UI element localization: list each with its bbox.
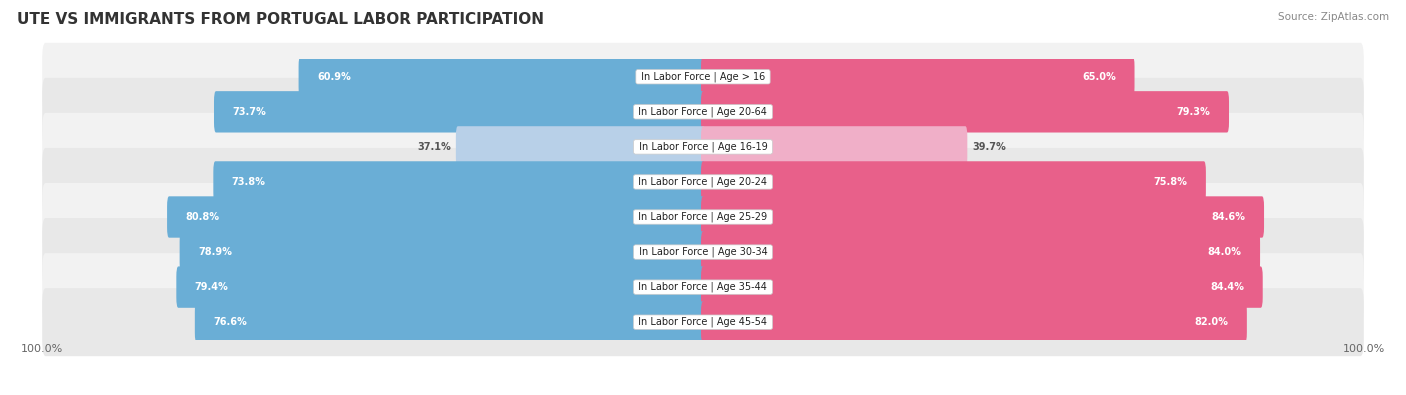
Text: UTE VS IMMIGRANTS FROM PORTUGAL LABOR PARTICIPATION: UTE VS IMMIGRANTS FROM PORTUGAL LABOR PA… (17, 12, 544, 27)
Text: 39.7%: 39.7% (972, 142, 1005, 152)
FancyBboxPatch shape (42, 148, 1364, 216)
FancyBboxPatch shape (702, 231, 1260, 273)
Text: 84.0%: 84.0% (1208, 247, 1241, 257)
Text: In Labor Force | Age 25-29: In Labor Force | Age 25-29 (636, 212, 770, 222)
Text: 84.6%: 84.6% (1212, 212, 1246, 222)
Text: 79.4%: 79.4% (195, 282, 229, 292)
Text: In Labor Force | Age 45-54: In Labor Force | Age 45-54 (636, 317, 770, 327)
Text: 79.3%: 79.3% (1177, 107, 1211, 117)
FancyBboxPatch shape (180, 231, 704, 273)
FancyBboxPatch shape (42, 218, 1364, 286)
FancyBboxPatch shape (42, 113, 1364, 181)
Text: Source: ZipAtlas.com: Source: ZipAtlas.com (1278, 12, 1389, 22)
Text: 60.9%: 60.9% (318, 72, 352, 82)
Text: In Labor Force | Age 20-64: In Labor Force | Age 20-64 (636, 107, 770, 117)
Text: In Labor Force | Age 16-19: In Labor Force | Age 16-19 (636, 142, 770, 152)
FancyBboxPatch shape (456, 126, 704, 167)
Text: 82.0%: 82.0% (1195, 317, 1229, 327)
Text: In Labor Force | Age > 16: In Labor Force | Age > 16 (638, 71, 768, 82)
Text: 73.8%: 73.8% (232, 177, 266, 187)
FancyBboxPatch shape (298, 56, 704, 98)
FancyBboxPatch shape (702, 126, 967, 167)
Text: 80.8%: 80.8% (186, 212, 219, 222)
FancyBboxPatch shape (214, 91, 704, 132)
FancyBboxPatch shape (702, 56, 1135, 98)
FancyBboxPatch shape (42, 288, 1364, 356)
Text: 76.6%: 76.6% (214, 317, 247, 327)
Text: 78.9%: 78.9% (198, 247, 232, 257)
FancyBboxPatch shape (702, 267, 1263, 308)
FancyBboxPatch shape (702, 196, 1264, 238)
FancyBboxPatch shape (702, 301, 1247, 343)
Text: In Labor Force | Age 35-44: In Labor Force | Age 35-44 (636, 282, 770, 292)
Text: 37.1%: 37.1% (418, 142, 451, 152)
FancyBboxPatch shape (42, 253, 1364, 321)
FancyBboxPatch shape (702, 161, 1206, 203)
Text: 75.8%: 75.8% (1153, 177, 1188, 187)
FancyBboxPatch shape (167, 196, 704, 238)
FancyBboxPatch shape (42, 183, 1364, 251)
FancyBboxPatch shape (214, 161, 704, 203)
Text: In Labor Force | Age 20-24: In Labor Force | Age 20-24 (636, 177, 770, 187)
Text: 73.7%: 73.7% (232, 107, 266, 117)
Text: 65.0%: 65.0% (1083, 72, 1116, 82)
FancyBboxPatch shape (195, 301, 704, 343)
FancyBboxPatch shape (42, 43, 1364, 111)
FancyBboxPatch shape (42, 78, 1364, 146)
Text: 84.4%: 84.4% (1211, 282, 1244, 292)
Text: In Labor Force | Age 30-34: In Labor Force | Age 30-34 (636, 247, 770, 257)
FancyBboxPatch shape (702, 91, 1229, 132)
FancyBboxPatch shape (176, 267, 704, 308)
